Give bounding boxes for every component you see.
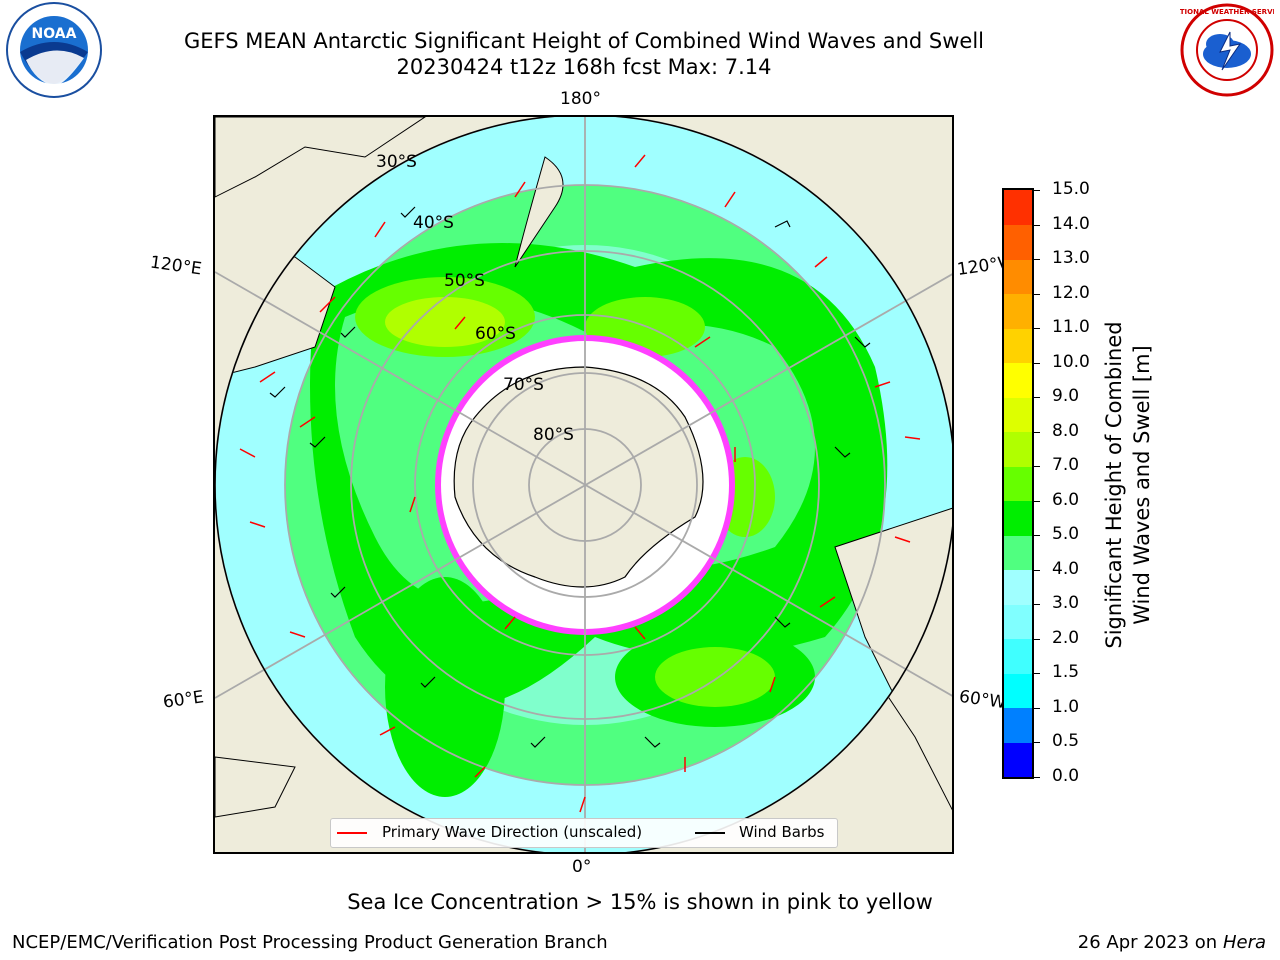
colorbar-tick-label: 0.0 [1052,766,1080,786]
colorbar-segment [1004,293,1032,329]
colorbar-tick-label: 5.0 [1052,524,1080,545]
colorbar-tickmark [1034,673,1040,675]
lon-label-0: 0° [572,857,592,877]
wind-barbs [269,206,871,748]
colorbar-tickmark [1034,466,1040,468]
colorbar-segment [1004,224,1032,260]
legend-barb-swatch [695,832,725,834]
colorbar-tickmark [1034,397,1040,399]
chart-title: GEFS MEAN Antarctic Significant Height o… [183,29,985,53]
legend-wave-label: Primary Wave Direction (unscaled) [382,823,643,841]
colorbar-tick-label: 2.0 [1052,627,1080,648]
colorbar-segment [1004,328,1032,364]
map-svg [215,117,952,852]
legend-wave-swatch [337,832,367,834]
polar-map [213,115,954,854]
colorbar-tick-label: 10.0 [1052,351,1090,372]
nws-logo-text: NATIONAL WEATHER SERVICE [1180,8,1274,16]
colorbar-tickmark [1034,604,1040,606]
colorbar-tick-label: 11.0 [1052,317,1090,338]
colorbar-tick-label: 15.0 [1052,179,1090,199]
colorbar-label-line1: Significant Height of Combined [1102,321,1126,649]
colorbar-tick-label: 6.0 [1052,489,1080,510]
noaa-logo: NOAA [6,2,102,98]
colorbar-tick-label: 13.0 [1052,248,1090,269]
land-australia [215,117,426,198]
colorbar-tick-label: 0.5 [1052,731,1080,752]
colorbar-tickmark [1034,638,1040,640]
colorbar-tickmark [1034,362,1040,364]
colorbar-tick-label: 12.0 [1052,282,1090,303]
colorbar-tick-label: 1.5 [1052,662,1080,683]
colorbar-segment [1004,638,1032,674]
colorbar-tickmark [1034,535,1040,537]
graticule [215,117,952,852]
colorbar-tick-label: 7.0 [1052,455,1080,476]
lon-label-120e: 120°E [148,252,203,280]
lon-label-180: 180° [560,89,601,109]
colorbar-tick-label: 4.0 [1052,558,1080,579]
colorbar-segment [1004,707,1032,743]
lat-label-80s: 80°S [533,425,574,445]
colorbar-segment [1004,673,1032,709]
colorbar-tickmark [1034,569,1040,571]
colorbar-segment [1004,535,1032,571]
lon-label-60e: 60°E [161,687,206,713]
lat-label-50s: 50°S [444,271,485,291]
colorbar-tickmark [1034,707,1040,709]
colorbar-segment [1004,397,1032,433]
nws-logo: NATIONAL WEATHER SERVICE [1169,2,1280,98]
wave-direction-arrows [239,154,921,813]
colorbar-tickmark [1034,500,1040,502]
colorbar-segment [1004,500,1032,536]
lat-label-60s: 60°S [475,324,516,344]
colorbar-segment [1004,604,1032,640]
land-new-zealand [514,156,564,268]
colorbar [1002,188,1034,779]
colorbar-segment [1004,362,1032,398]
colorbar-label-line2: Wind Waves and Swell [m] [1130,345,1154,625]
colorbar-tick-label: 9.0 [1052,386,1080,407]
colorbar-tickmark [1034,742,1040,744]
lon-label-60w: 60°W [957,686,1008,714]
colorbar-tickmark [1034,431,1040,433]
colorbar-tickmark [1034,777,1040,778]
colorbar-tickmark [1034,259,1040,261]
colorbar-tick-label: 8.0 [1052,420,1080,441]
legend-barb-label: Wind Barbs [739,823,825,841]
footer-date: 26 Apr 2023 on Hera [1078,932,1266,953]
sea-ice-note: Sea Ice Concentration > 15% is shown in … [347,890,933,914]
colorbar-tick-label: 3.0 [1052,593,1080,614]
colorbar-tickmark [1034,293,1040,295]
lat-label-30s: 30°S [376,152,417,172]
noaa-logo-text: NOAA [32,26,77,42]
footer-date-text: 26 Apr 2023 on [1077,932,1223,953]
map-legend: Primary Wave Direction (unscaled) Wind B… [330,818,838,848]
footer-branch: NCEP/EMC/Verification Post Processing Pr… [12,932,608,953]
lat-label-40s: 40°S [413,213,454,233]
colorbar-tick-label: 1.0 [1052,696,1080,717]
colorbar-segment [1004,466,1032,502]
footer-host: Hera [1222,932,1266,953]
land-africa [215,756,296,818]
lat-label-70s: 70°S [503,375,544,395]
colorbar-segment [1004,190,1032,226]
colorbar-segment [1004,431,1032,467]
colorbar-segment [1004,742,1032,778]
chart-subtitle: 20230424 t12z 168h fcst Max: 7.14 [396,55,772,79]
colorbar-tickmark [1034,328,1040,330]
colorbar-tick-label: 14.0 [1052,213,1090,234]
colorbar-segment [1004,259,1032,295]
colorbar-segment [1004,569,1032,605]
colorbar-tickmark [1034,224,1040,226]
colorbar-tickmark [1034,190,1040,191]
colorbar-label: Significant Height of Combined Wind Wave… [1100,275,1156,695]
